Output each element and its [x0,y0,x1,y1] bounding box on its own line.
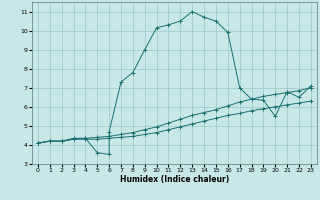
X-axis label: Humidex (Indice chaleur): Humidex (Indice chaleur) [120,175,229,184]
